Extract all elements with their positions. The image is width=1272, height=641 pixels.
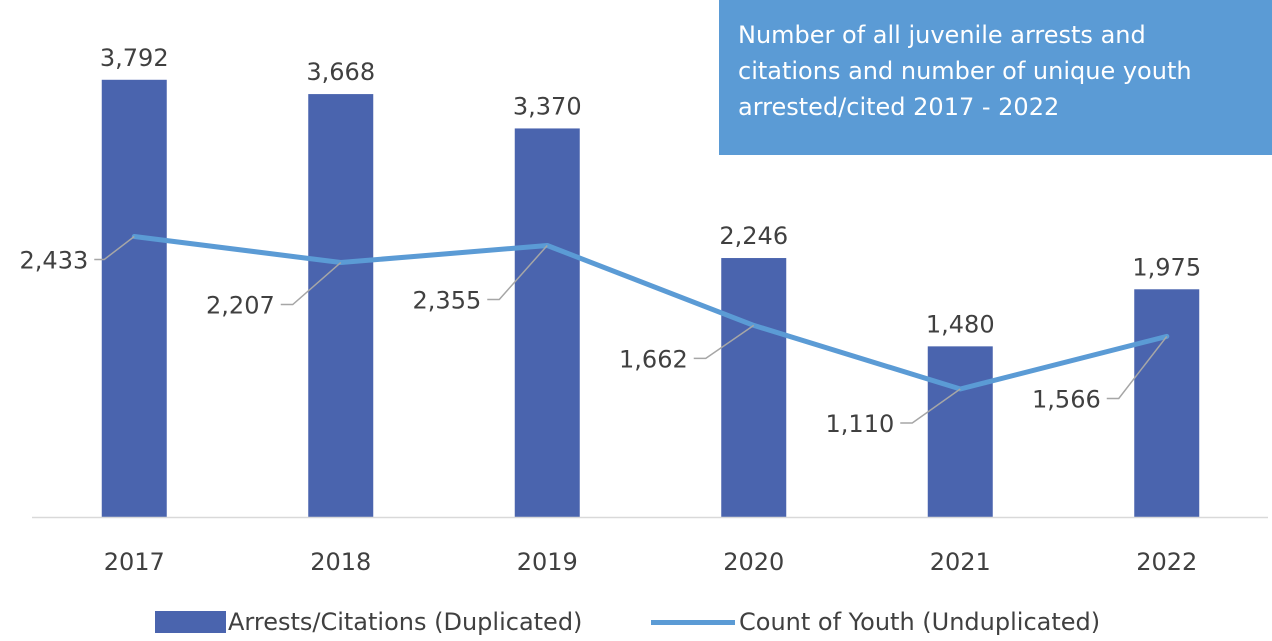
bar-2022 (1134, 289, 1200, 517)
chart-title-text: Number of all juvenile arrests and citat… (738, 21, 1192, 121)
bar-label-2017: 3,792 (100, 44, 169, 72)
bar-data-labels: 3,792 3,668 3,370 2,246 1,480 1,975 (100, 44, 1201, 339)
x-tick-2020: 2020 (723, 548, 784, 576)
legend: Arrests/Citations (Duplicated) Count of … (0, 604, 1272, 640)
legend-label-arrests: Arrests/Citations (Duplicated) (228, 608, 583, 636)
leader-line-2020 (693, 324, 755, 360)
line-label-2019: 2,355 (413, 286, 482, 314)
bar-label-2018: 3,668 (306, 58, 375, 86)
line-label-2020: 1,662 (619, 345, 688, 373)
chart-title: Number of all juvenile arrests and citat… (719, 0, 1272, 155)
bar-2017 (101, 79, 167, 517)
x-tick-2022: 2022 (1136, 548, 1197, 576)
line-label-2018: 2,207 (206, 292, 275, 320)
line-label-2022: 1,566 (1032, 385, 1101, 413)
x-tick-2019: 2019 (517, 548, 578, 576)
bar-2018 (308, 94, 374, 518)
leader-line-2022 (1106, 335, 1168, 400)
leader-line-2017 (94, 235, 135, 261)
line-data-labels: 2,433 2,207 2,355 1,662 1,110 1,566 (20, 246, 1101, 438)
legend-item-arrests: Arrests/Citations (Duplicated) (155, 604, 582, 640)
line-label-2017: 2,433 (20, 246, 89, 274)
legend-label-youth: Count of Youth (Unduplicated) (739, 608, 1101, 636)
leader-line-2021 (900, 388, 961, 424)
line-leader-lines (94, 235, 1168, 424)
bar-2021 (927, 346, 993, 517)
x-tick-2018: 2018 (310, 548, 371, 576)
bar-2020 (721, 258, 787, 517)
line-count-of-youth (131, 234, 1170, 392)
line-label-2021: 1,110 (826, 410, 895, 438)
leader-line-2018 (280, 261, 342, 306)
bar-label-2022: 1,975 (1132, 253, 1201, 281)
bar-label-2020: 2,246 (719, 222, 788, 250)
bar-label-2019: 3,370 (513, 92, 582, 120)
legend-swatch-line (651, 619, 735, 625)
bar-label-2021: 1,480 (926, 310, 995, 338)
bar-series (101, 79, 1200, 518)
x-tick-2021: 2021 (930, 548, 991, 576)
leader-line-2019 (487, 244, 548, 301)
bar-2019 (514, 128, 580, 517)
legend-item-youth: Count of Youth (Unduplicated) (651, 604, 1100, 640)
legend-swatch-bar (155, 611, 226, 633)
x-axis-tick-labels: 2017 2018 2019 2020 2021 2022 (104, 548, 1198, 576)
x-tick-2017: 2017 (104, 548, 165, 576)
